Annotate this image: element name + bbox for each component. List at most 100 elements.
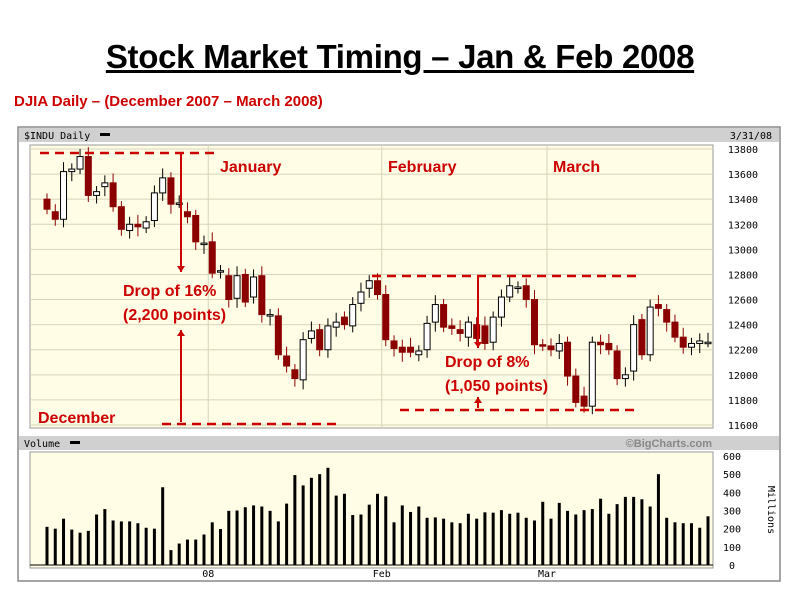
candle-body — [464, 321, 472, 338]
volume-bar — [557, 502, 561, 565]
x-tick-label: Mar — [538, 569, 556, 580]
volume-bar — [599, 498, 603, 565]
candle-body — [233, 275, 241, 299]
volume-bar — [681, 523, 685, 565]
candle-body — [398, 346, 406, 353]
candle-body — [357, 291, 365, 304]
volume-bar — [268, 510, 272, 565]
volume-bar — [392, 522, 396, 565]
candle-body — [51, 211, 59, 220]
volume-bar — [640, 499, 644, 565]
volume-bar — [177, 543, 181, 565]
volume-bar — [376, 493, 379, 565]
candle-body — [93, 191, 101, 196]
candle-body — [530, 299, 538, 346]
candle-body — [638, 319, 646, 356]
price-tick-label: 13400 — [728, 195, 758, 206]
volume-bar — [367, 504, 371, 565]
drop-16-down-arrow-head — [177, 266, 185, 272]
candle-body — [150, 192, 158, 222]
price-tick-label: 11600 — [728, 421, 758, 432]
candle-body — [415, 350, 423, 356]
price-plot-area — [29, 144, 714, 429]
volume-bar — [252, 505, 256, 565]
candle-body — [696, 340, 704, 344]
price-tick-label: 13600 — [728, 170, 758, 181]
x-tick-label: Feb — [373, 569, 391, 580]
volume-bar — [524, 517, 528, 565]
volume-tick-label: 500 — [723, 470, 741, 481]
candle-body — [473, 324, 481, 339]
candle-body — [283, 355, 291, 367]
price-tick-label: 12200 — [728, 346, 758, 357]
label-january: January — [220, 159, 281, 176]
volume-bar — [342, 493, 346, 565]
candle-body — [266, 314, 274, 317]
volume-bar — [623, 496, 627, 565]
volume-bar — [351, 515, 355, 565]
candle-body — [506, 285, 514, 298]
candle-body — [522, 285, 530, 301]
volume-bar — [698, 527, 702, 565]
candle-body — [60, 171, 68, 220]
candle-body — [126, 223, 134, 232]
slide-subtitle: DJIA Daily – (December 2007 – March 2008… — [14, 93, 323, 110]
slide-title: Stock Market Timing – Jan & Feb 2008 — [105, 38, 695, 75]
candle-body — [340, 316, 348, 326]
volume-bar — [152, 528, 156, 565]
candle-body — [159, 177, 167, 194]
candle-body — [142, 221, 150, 229]
candle-body — [621, 374, 629, 380]
volume-bar — [144, 527, 148, 565]
drop-8-up-arrow-head — [474, 397, 482, 403]
volume-bar — [70, 529, 74, 565]
candle-body — [374, 280, 381, 296]
legend-line-icon — [100, 133, 110, 136]
volume-bar — [194, 539, 198, 565]
volume-bar — [566, 510, 570, 565]
candle-body — [167, 177, 175, 205]
volume-bar — [169, 550, 173, 565]
volume-bar — [508, 513, 512, 565]
volume-bar — [243, 507, 247, 565]
volume-bar — [648, 506, 652, 565]
candle-body — [646, 306, 654, 356]
volume-bar — [656, 474, 660, 565]
volume-bar — [78, 532, 82, 565]
volume-bar — [111, 520, 115, 565]
x-tick-label: 08 — [202, 569, 214, 580]
volume-bar — [433, 517, 437, 565]
label-march: March — [553, 159, 600, 176]
price-tick-label: 11800 — [728, 396, 758, 407]
candle-body — [481, 325, 489, 344]
volume-bar — [136, 523, 140, 565]
volume-bar — [185, 539, 189, 565]
candle-body — [555, 342, 563, 352]
volume-bar — [384, 496, 388, 565]
price-header-label: $INDU Daily — [24, 131, 90, 142]
candle-body — [84, 156, 92, 196]
volume-bar — [425, 517, 429, 565]
volume-bar — [516, 512, 520, 565]
candle-body — [109, 182, 117, 208]
candle-body — [704, 341, 712, 345]
candle-body — [208, 241, 216, 274]
volume-bar — [86, 530, 90, 565]
volume-tick-label: 400 — [723, 488, 741, 499]
candle-body — [324, 325, 332, 351]
volume-bar — [301, 485, 305, 565]
candle-body — [671, 321, 679, 338]
candle-body — [687, 342, 695, 348]
bigcharts-watermark: ©BigCharts.com — [626, 438, 713, 450]
candle-body — [299, 339, 307, 381]
volume-header-label: Volume — [24, 439, 60, 450]
volume-bar — [632, 496, 636, 565]
volume-bar — [45, 526, 49, 565]
volume-bar — [285, 503, 289, 565]
candle-body — [654, 304, 662, 309]
candle-body — [291, 369, 299, 380]
candle-body — [43, 198, 51, 210]
price-header-bar — [19, 128, 779, 142]
volume-bar — [673, 522, 677, 565]
volume-tick-label: 600 — [723, 452, 741, 463]
